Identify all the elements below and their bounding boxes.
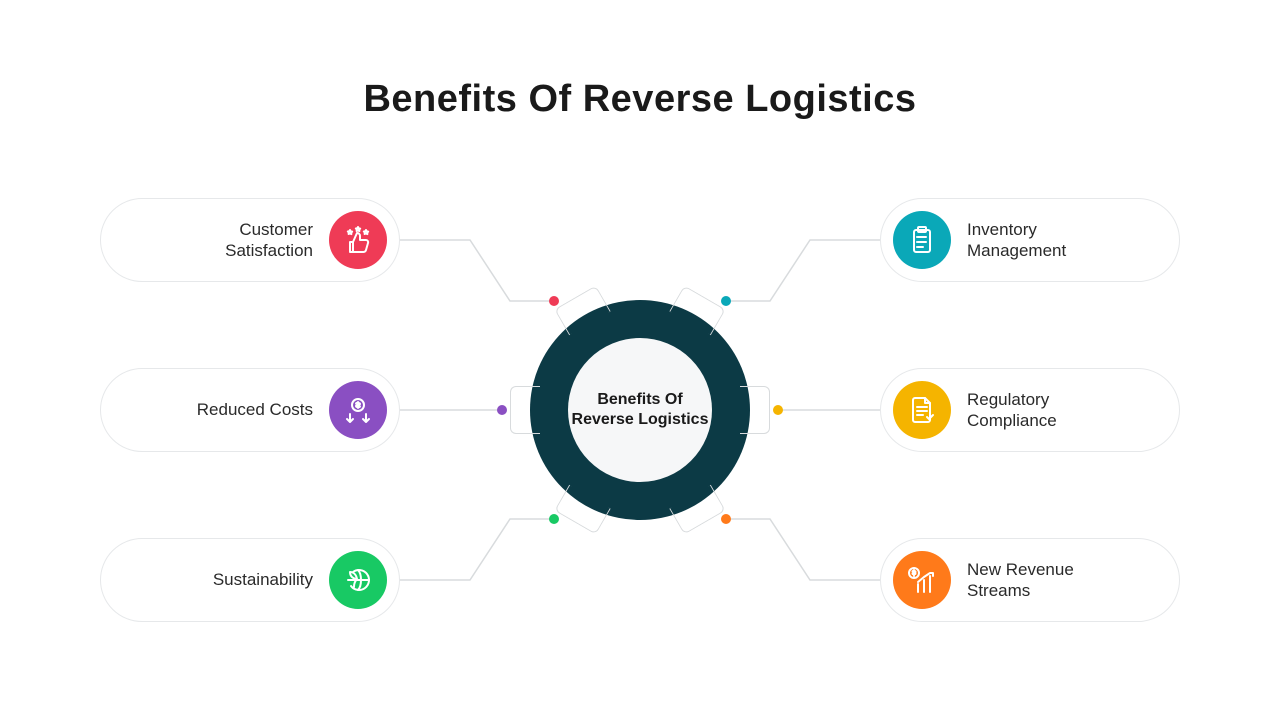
benefit-label: New RevenueStreams <box>967 559 1074 602</box>
benefit-label: RegulatoryCompliance <box>967 389 1057 432</box>
hub: Benefits OfReverse Logistics <box>530 300 750 520</box>
hub-label: Benefits OfReverse Logistics <box>572 390 709 430</box>
benefit-pill: New RevenueStreams <box>880 538 1180 622</box>
clipboard-list-icon <box>893 211 951 269</box>
connector-dot <box>549 296 559 306</box>
hub-inner: Benefits OfReverse Logistics <box>568 338 712 482</box>
hub-spoke <box>510 386 540 434</box>
benefit-pill: RegulatoryCompliance <box>880 368 1180 452</box>
connector-dot <box>549 514 559 524</box>
benefit-pill: Sustainability <box>100 538 400 622</box>
benefit-pill: CustomerSatisfaction <box>100 198 400 282</box>
diagram-stage: Benefits OfReverse Logistics CustomerSat… <box>0 0 1280 720</box>
benefit-pill: Reduced Costs <box>100 368 400 452</box>
hub-spoke <box>740 386 770 434</box>
benefit-label: Sustainability <box>213 569 313 590</box>
connector-dot <box>721 296 731 306</box>
connector-dot <box>497 405 507 415</box>
chart-coin-icon <box>893 551 951 609</box>
connector-dot <box>773 405 783 415</box>
connector-dot <box>721 514 731 524</box>
globe-leaf-icon <box>329 551 387 609</box>
doc-check-icon <box>893 381 951 439</box>
thumbs-stars-icon <box>329 211 387 269</box>
benefit-label: InventoryManagement <box>967 219 1066 262</box>
benefit-label: CustomerSatisfaction <box>225 219 313 262</box>
benefit-pill: InventoryManagement <box>880 198 1180 282</box>
coin-arrows-icon <box>329 381 387 439</box>
benefit-label: Reduced Costs <box>197 399 313 420</box>
